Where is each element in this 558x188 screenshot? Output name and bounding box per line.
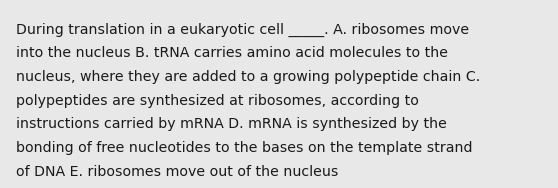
Text: bonding of free nucleotides to the bases on the template strand: bonding of free nucleotides to the bases… (16, 141, 472, 155)
Text: polypeptides are synthesized at ribosomes, according to: polypeptides are synthesized at ribosome… (16, 94, 418, 108)
Text: During translation in a eukaryotic cell _____. A. ribosomes move: During translation in a eukaryotic cell … (16, 23, 469, 37)
Text: instructions carried by mRNA D. mRNA is synthesized by the: instructions carried by mRNA D. mRNA is … (16, 117, 446, 131)
Text: of DNA E. ribosomes move out of the nucleus: of DNA E. ribosomes move out of the nucl… (16, 165, 338, 179)
Text: nucleus, where they are added to a growing polypeptide chain C.: nucleus, where they are added to a growi… (16, 70, 480, 84)
Text: into the nucleus B. tRNA carries amino acid molecules to the: into the nucleus B. tRNA carries amino a… (16, 46, 448, 60)
